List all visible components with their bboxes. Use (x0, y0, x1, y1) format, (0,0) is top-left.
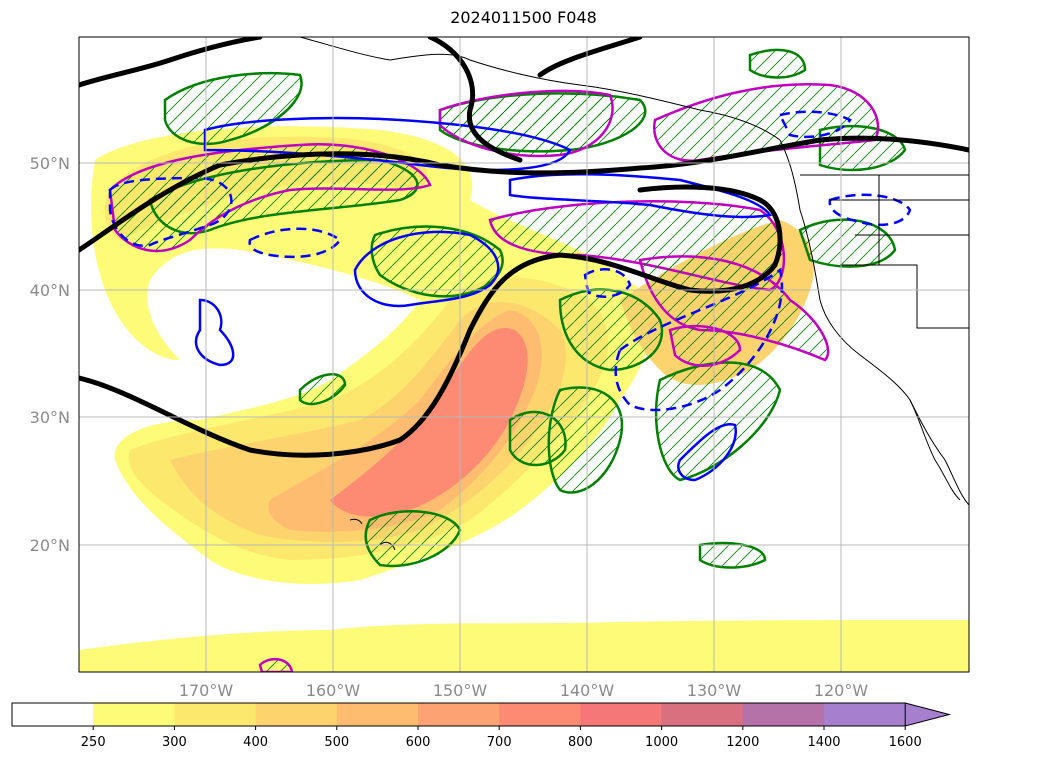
blue-dashed-contour (778, 110, 852, 139)
colorbar-tick-label: 500 (324, 735, 349, 750)
green-region (298, 373, 347, 406)
lon-label-160: 160°W (306, 681, 361, 700)
lat-label-40: 40°N (30, 281, 70, 300)
green-region (370, 225, 504, 298)
colorbar-segment (824, 703, 906, 726)
green-region (364, 510, 462, 568)
colorbar-segment (336, 703, 419, 726)
black-contour-ne (537, 37, 643, 78)
lon-label-140: 140°W (560, 681, 615, 700)
map-gridlines (79, 37, 969, 672)
black-contour-north (79, 37, 263, 88)
black-contour-trough (79, 184, 783, 458)
blue-dashed-contour (583, 268, 632, 298)
colorbar-segment (742, 703, 825, 726)
magenta-region (668, 324, 742, 367)
green-region (698, 541, 767, 569)
lat-label-50: 50°N (30, 154, 70, 173)
lon-label-130: 130°W (687, 681, 742, 700)
colorbar: 250 300 400 500 600 700 800 1000 1200 1400 1600 (11, 702, 952, 750)
colorbar-segment (255, 703, 338, 726)
magenta-region (258, 657, 294, 672)
green-region (163, 72, 303, 146)
colorbar-extend-arrow (904, 702, 952, 727)
islands-hawaii (349, 518, 396, 551)
black-contours (79, 37, 969, 458)
map-frame (78, 36, 970, 673)
colorbar-tick-label: 800 (568, 735, 593, 750)
colorbar-segment (499, 703, 581, 726)
blue-dashed-contour (248, 227, 342, 259)
colorbar-tick-label: 1200 (726, 735, 759, 750)
blue-solid-contour (677, 422, 738, 482)
shading-band-south (79, 620, 969, 672)
lon-labels: 170°W 160°W 150°W 140°W 130°W 120°W (179, 681, 869, 700)
coastline-alaska (299, 37, 781, 141)
lon-label-120: 120°W (814, 681, 869, 700)
colorbar-tick-label: 300 (162, 735, 187, 750)
black-contour-jet (79, 135, 969, 253)
green-region (798, 218, 897, 268)
blue-dashed-contour (614, 267, 784, 412)
lat-labels: 50°N 40°N 30°N 20°N (30, 154, 70, 555)
green-region (654, 361, 782, 482)
colorbar-tick-label: 1600 (889, 735, 922, 750)
colorbar-tick-label: 400 (243, 735, 268, 750)
magenta-region (638, 255, 830, 362)
colorbar-tick-label: 700 (487, 735, 512, 750)
colorbar-segment (93, 703, 175, 726)
lon-label-150: 150°W (433, 681, 488, 700)
lon-label-170: 170°W (179, 681, 234, 700)
shading-band-700 (330, 328, 528, 517)
blue-solid-contour (508, 172, 773, 219)
map-title: 2024011500 F048 (450, 8, 597, 27)
colorbar-segment (12, 703, 94, 726)
blue-dashed-contour (828, 193, 912, 227)
colorbar-tick-label: 1400 (807, 735, 840, 750)
lat-label-30: 30°N (30, 408, 70, 427)
map-plot-area (79, 37, 969, 672)
coastline-west-us (799, 209, 969, 506)
blue-solid-contour (194, 298, 235, 367)
green-region (748, 48, 807, 79)
colorbar-outline (11, 702, 906, 727)
colorbar-segment (174, 703, 257, 726)
colorbar-tick-label: 1000 (645, 735, 678, 750)
black-contour-ridge (427, 37, 523, 163)
blue-dashed-contour (108, 176, 233, 248)
green-region (508, 410, 567, 467)
lat-label-20: 20°N (30, 536, 70, 555)
colorbar-tick-label: 600 (406, 735, 431, 750)
colorbar-segment (580, 703, 663, 726)
colorbar-tick-label: 250 (81, 735, 106, 750)
state-borders (800, 174, 969, 329)
colorbar-segment (418, 703, 500, 726)
blue-solid-contour (353, 230, 500, 308)
green-region (558, 288, 664, 372)
colorbar-segment (661, 703, 744, 726)
coastline-canada (779, 139, 801, 211)
